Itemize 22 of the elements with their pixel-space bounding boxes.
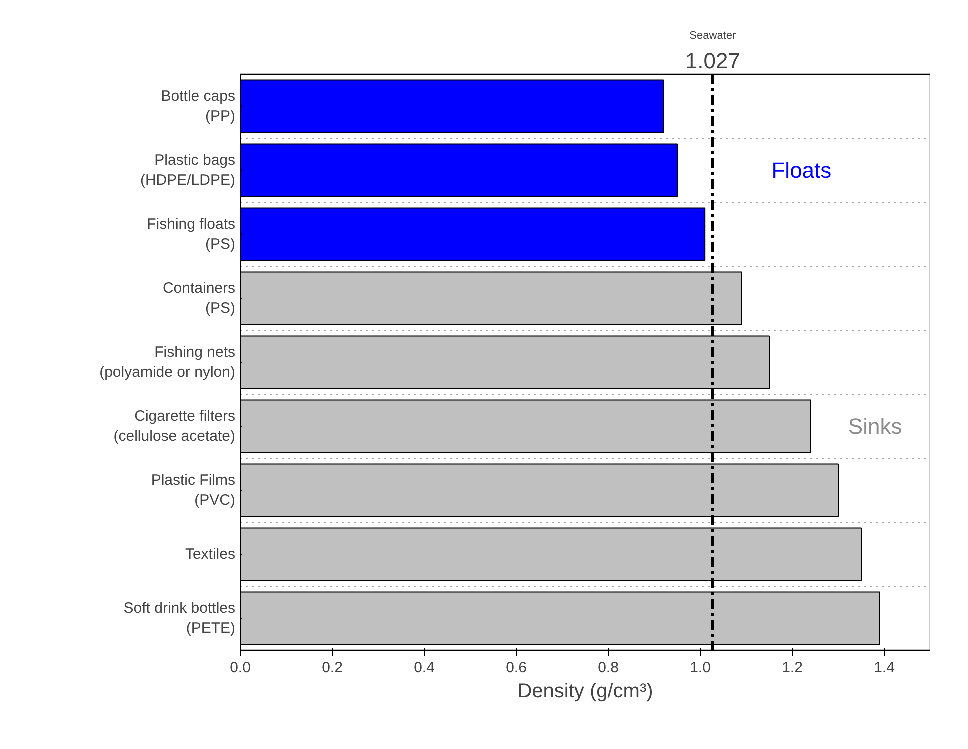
x-tick-label: 0.4 <box>414 660 435 676</box>
x-axis-title: Density (g/cm³) <box>518 680 654 702</box>
y-tick-label: Plastic Films (PVC) <box>151 472 236 510</box>
y-tick-label: Plastic bags (HDPE/LDPE) <box>140 152 236 190</box>
y-tick-label: Soft drink bottles (PETE) <box>124 600 236 638</box>
x-tick-label: 0.2 <box>322 660 343 676</box>
annotation: Floats <box>772 158 832 183</box>
y-tick-label: Bottle caps (PP) <box>161 88 236 126</box>
y-tick-label: Textiles <box>185 546 236 563</box>
x-tick-label: 1.4 <box>874 660 895 676</box>
text: Seawater <box>690 30 736 42</box>
x-tick-label: 1.0 <box>690 660 711 676</box>
y-tick-label: Containers (PS) <box>162 280 236 318</box>
y-tick-label: Cigarette filters (cellulose acetate) <box>114 408 236 446</box>
ref-line-label: 1.027 <box>685 48 740 74</box>
y-tick-label: Fishing floats (PS) <box>147 216 236 254</box>
x-tick-label: 0.6 <box>506 660 527 676</box>
y-tick-label: Fishing nets (polyamide or nylon) <box>100 344 236 382</box>
annotation: Sinks <box>848 414 902 439</box>
x-tick-label: 0.0 <box>230 660 251 676</box>
x-tick-label: 1.2 <box>782 660 803 676</box>
x-tick-label: 0.8 <box>598 660 619 676</box>
